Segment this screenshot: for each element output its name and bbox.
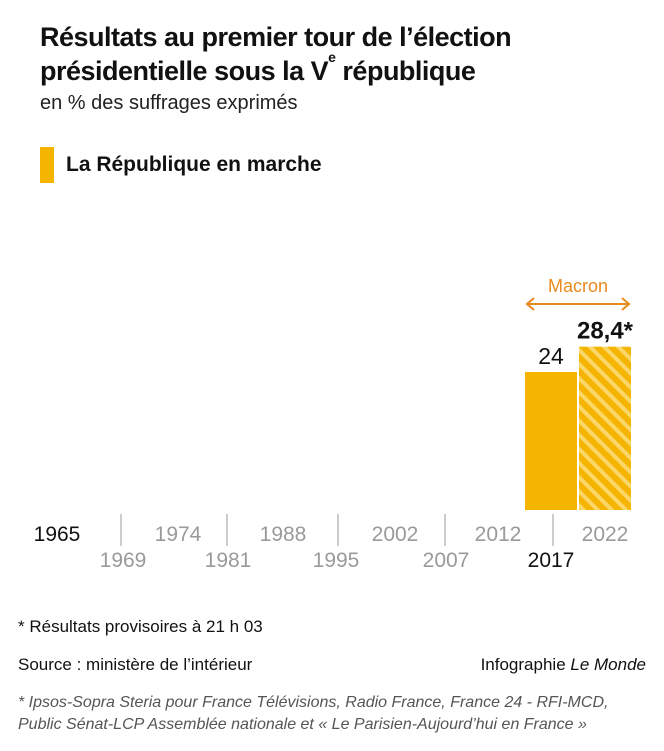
value-labels-layer: 24 28,4* xyxy=(538,318,633,369)
tick-label-1988: 1988 xyxy=(260,523,307,546)
tick-label-2012: 2012 xyxy=(475,523,522,546)
chart-title: Résultats au premier tour de l’élection … xyxy=(40,20,640,88)
annotation-arrow-left xyxy=(525,297,535,311)
credit-prefix: Infographie xyxy=(480,655,571,674)
tick-label-2022: 2022 xyxy=(582,523,629,546)
credit: Infographie Le Monde xyxy=(481,655,646,675)
tick-label-2002: 2002 xyxy=(372,523,419,546)
legend-label: La République en marche xyxy=(66,153,322,176)
tick-label-1995: 1995 xyxy=(313,549,360,572)
chart-subtitle: en % des suffrages exprimés xyxy=(40,92,298,114)
footnote-provisional: * Résultats provisoires à 21 h 03 xyxy=(18,617,263,636)
tick-label-1974: 1974 xyxy=(155,523,202,546)
annotation-label: Macron xyxy=(548,276,608,296)
legend: La République en marche xyxy=(40,147,322,183)
tick-label-1969: 1969 xyxy=(100,549,147,572)
tick-label-2017: 2017 xyxy=(528,549,575,572)
bar-2022 xyxy=(579,346,631,510)
annotation-arrow-right xyxy=(621,297,631,311)
value-label-2022: 28,4* xyxy=(577,318,634,345)
tick-label-1981: 1981 xyxy=(205,549,252,572)
title-line-2-suffix: république xyxy=(335,56,476,86)
bars-layer xyxy=(525,346,631,510)
title-superscript: e xyxy=(328,49,336,65)
tick-label-1965: 1965 xyxy=(34,523,81,546)
title-line-1: Résultats au premier tour de l’élection xyxy=(40,22,512,52)
source-text: Source : ministère de l’intérieur xyxy=(18,655,253,674)
legend-swatch xyxy=(40,147,54,183)
poll-note: * Ipsos-Sopra Steria pour France Télévis… xyxy=(18,694,609,733)
bar-2017 xyxy=(525,372,577,510)
title-line-2-prefix: présidentielle sous la V xyxy=(40,56,329,86)
credit-brand: Le Monde xyxy=(570,655,646,674)
value-label-2017: 24 xyxy=(538,343,564,369)
tick-label-2007: 2007 xyxy=(423,549,470,572)
macron-annotation: Macron xyxy=(525,276,631,311)
